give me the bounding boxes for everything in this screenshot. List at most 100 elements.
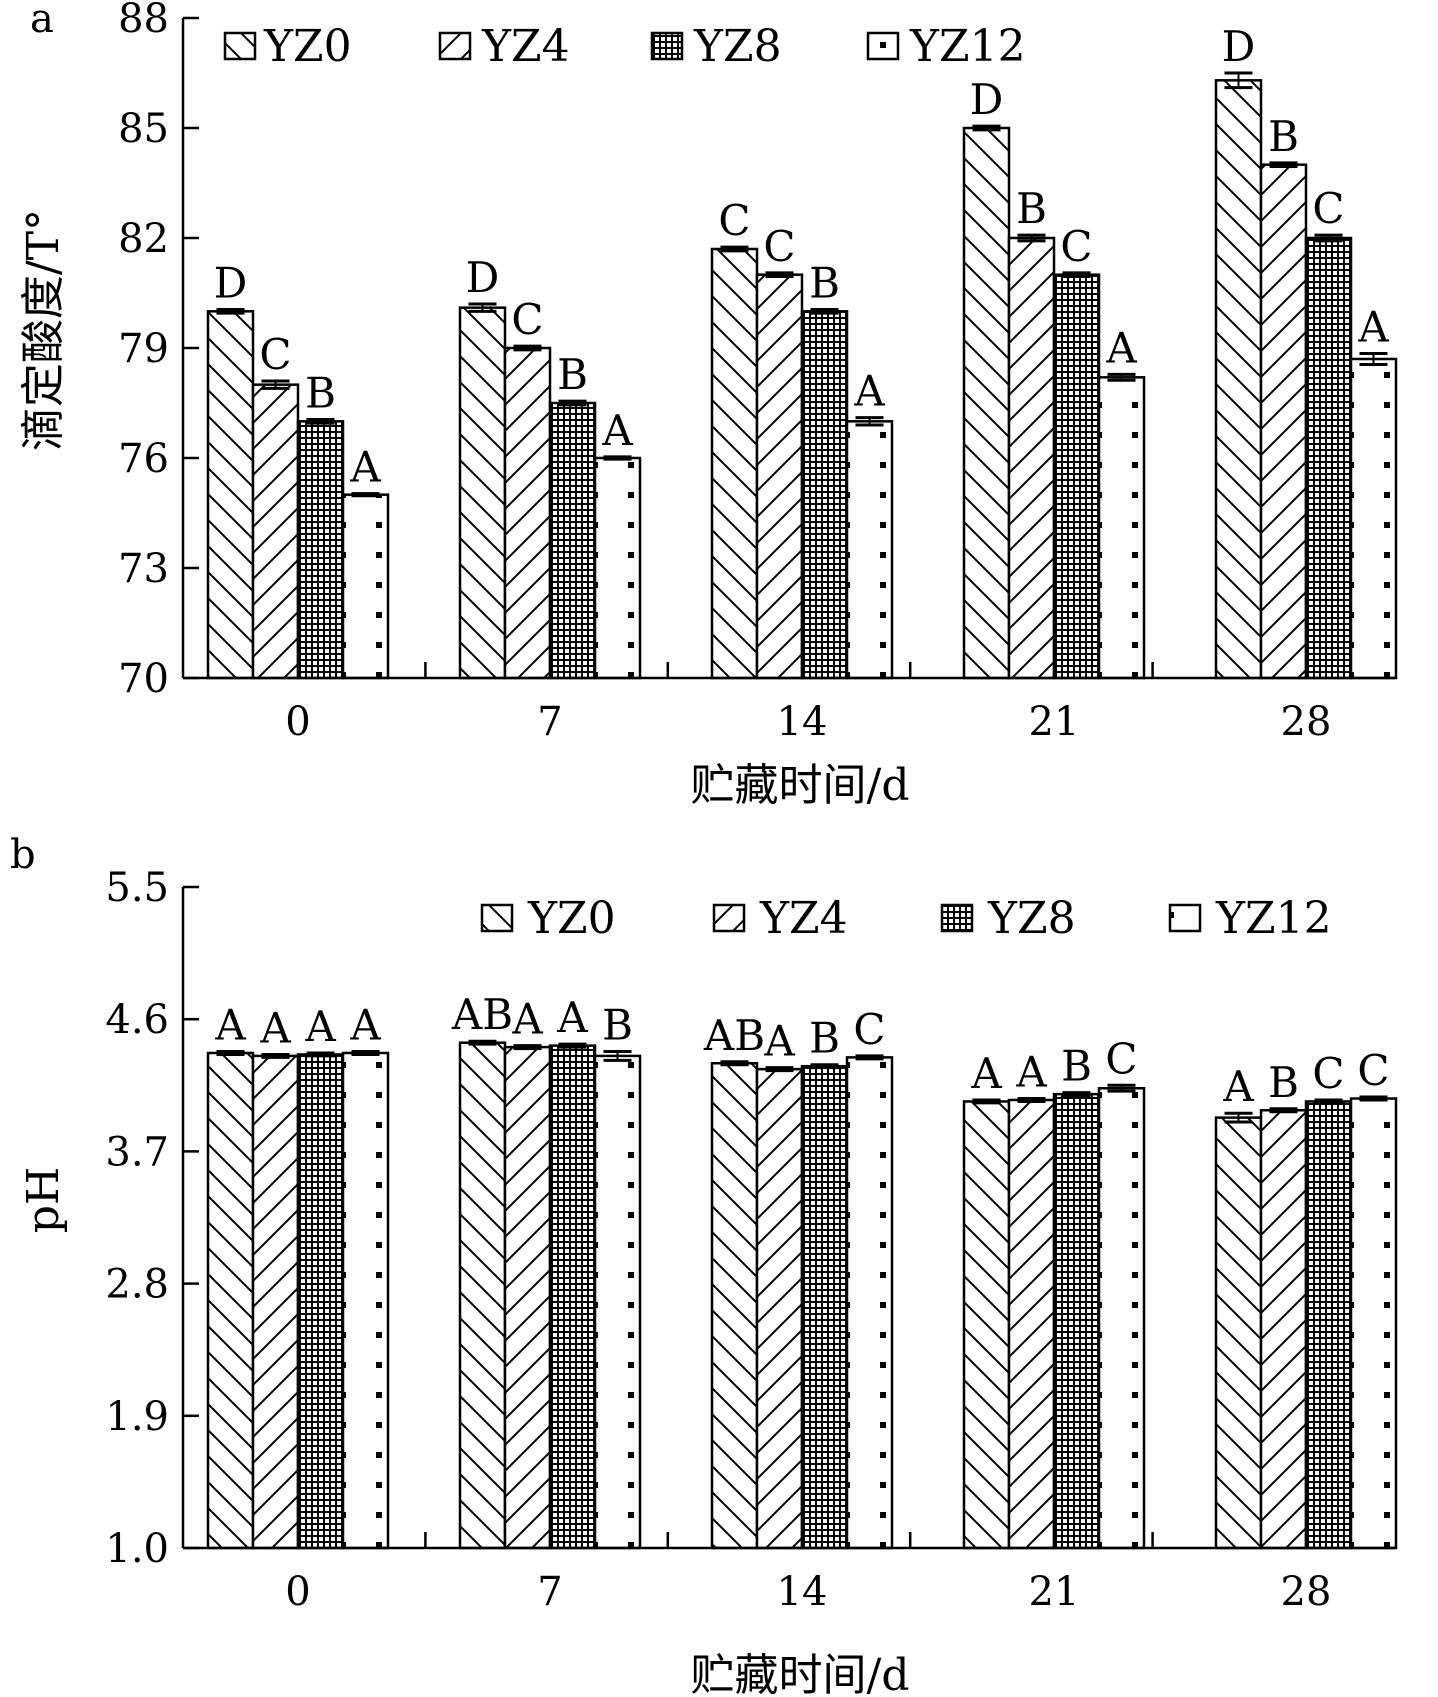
significance-label-YZ12-21: C — [1105, 1034, 1137, 1083]
significance-label-YZ12-7: B — [602, 1001, 633, 1050]
bar-YZ12-0 — [341, 493, 390, 680]
bar-YZ12-28 — [1349, 1097, 1398, 1550]
bar-YZ12-21 — [1097, 376, 1146, 680]
y-axis-title-a: 滴定酸度/T° — [18, 209, 69, 451]
bar-YZ4-7 — [503, 1045, 552, 1550]
legend-label-YZ12: YZ12 — [1215, 893, 1332, 944]
y-tick-label: 88 — [118, 0, 169, 42]
significance-label-YZ12-14: A — [853, 367, 885, 416]
panel-letter-b: b — [10, 832, 36, 878]
legend-swatch-YZ12 — [1168, 903, 1202, 933]
bar-YZ12-7 — [593, 1054, 642, 1550]
significance-label-YZ4-7: C — [511, 295, 543, 344]
bar-YZ0-28 — [1214, 79, 1263, 680]
x-tick-label: 14 — [777, 699, 828, 745]
significance-label-YZ0-14: C — [718, 196, 750, 245]
bar-YZ8-21 — [1052, 273, 1101, 680]
significance-label-YZ4-14: A — [763, 1017, 795, 1066]
significance-label-YZ4-28: B — [1268, 1058, 1299, 1107]
bar-YZ4-14 — [755, 1067, 804, 1550]
x-tick-label: 28 — [1281, 1569, 1332, 1615]
x-tick-label: 14 — [777, 1569, 828, 1615]
bar-YZ8-14 — [800, 1064, 849, 1550]
bar-YZ0-14 — [710, 247, 759, 680]
significance-label-YZ8-14: B — [809, 259, 840, 308]
bar-YZ4-14 — [755, 273, 804, 680]
panel-b: b pH A AB ABA AA A AA BA A BB CA B CC C1.01.92.83.74… — [10, 832, 1398, 1697]
y-tick-label: 1.9 — [105, 1394, 169, 1440]
bar-YZ12-0 — [341, 1051, 390, 1550]
legend-swatch-YZ8 — [940, 903, 974, 933]
significance-label-YZ12-0: A — [349, 1001, 381, 1050]
y-tick-label: 79 — [118, 326, 169, 372]
x-axis-title-a: 贮藏时间/d — [691, 760, 910, 811]
bar-YZ0-28 — [1214, 1116, 1263, 1550]
legend-swatch-YZ0 — [480, 903, 514, 933]
significance-label-YZ8-7: A — [556, 993, 588, 1042]
bar-YZ4-0 — [251, 383, 300, 680]
significance-label-YZ0-7: D — [466, 253, 500, 302]
bar-YZ8-0 — [296, 1053, 345, 1550]
x-tick-label: 0 — [285, 699, 310, 745]
significance-label-YZ12-7: A — [601, 406, 633, 455]
legend-label-YZ0: YZ0 — [263, 21, 352, 72]
bar-YZ4-0 — [251, 1054, 300, 1550]
bar-YZ8-7 — [548, 401, 597, 680]
x-tick-label: 28 — [1281, 699, 1332, 745]
bar-YZ8-0 — [296, 420, 345, 680]
y-axis-title-text-a: 滴定酸度/T° — [18, 209, 69, 451]
bar-YZ4-28 — [1259, 163, 1308, 680]
bar-YZ4-28 — [1259, 1109, 1308, 1550]
bar-YZ0-21 — [962, 126, 1011, 680]
bar-YZ0-21 — [962, 1100, 1011, 1550]
significance-label-YZ0-21: A — [970, 1049, 1002, 1098]
y-tick-label: 5.5 — [105, 865, 169, 911]
y-tick-label: 85 — [118, 106, 169, 152]
legend-swatch-YZ8 — [650, 31, 684, 61]
plot-area-b: A AB ABA AA A AA BA A BB CA B CC C1.01.92.83.74.65.5… — [105, 865, 1398, 1615]
x-tick-label: 7 — [537, 1569, 562, 1615]
y-tick-label: 70 — [118, 656, 169, 702]
y-tick-label: 76 — [118, 436, 169, 482]
legend-swatch-YZ4 — [438, 31, 472, 61]
legend-label-YZ0: YZ0 — [527, 893, 616, 944]
significance-label-YZ8-28: C — [1312, 184, 1344, 233]
legend-label-YZ8: YZ8 — [987, 893, 1076, 944]
bar-YZ12-14 — [845, 1056, 894, 1550]
bar-YZ8-7 — [548, 1044, 597, 1550]
significance-label-YZ4-0: A — [259, 1003, 291, 1052]
y-tick-label: 73 — [118, 546, 169, 592]
significance-label-YZ12-21: A — [1105, 323, 1137, 372]
significance-label-YZ8-0: A — [304, 1002, 336, 1051]
legend-swatch-YZ4 — [712, 903, 746, 933]
bar-YZ4-7 — [503, 346, 552, 680]
significance-label-YZ0-7: AB — [451, 990, 513, 1039]
significance-label-YZ4-21: B — [1016, 184, 1047, 233]
bar-YZ12-7 — [593, 456, 642, 680]
x-tick-label: 21 — [1029, 699, 1080, 745]
significance-label-YZ0-21: D — [970, 75, 1004, 124]
y-tick-label: 1.0 — [105, 1526, 169, 1572]
bar-YZ0-7 — [458, 1041, 507, 1550]
significance-label-YZ12-14: C — [853, 1005, 885, 1054]
legend-swatch-YZ12 — [866, 31, 900, 61]
significance-label-YZ4-7: A — [511, 995, 543, 1044]
significance-label-YZ8-0: B — [305, 369, 336, 418]
significance-label-YZ0-14: AB — [703, 1011, 765, 1060]
significance-label-YZ8-14: B — [809, 1014, 840, 1063]
significance-label-YZ12-28: A — [1357, 303, 1389, 352]
y-tick-label: 2.8 — [105, 1262, 169, 1308]
x-tick-label: 7 — [537, 699, 562, 745]
significance-label-YZ8-28: C — [1312, 1049, 1344, 1098]
x-tick-label: 21 — [1029, 1569, 1080, 1615]
significance-label-YZ4-21: A — [1015, 1048, 1047, 1097]
significance-label-YZ4-14: C — [763, 222, 795, 271]
significance-label-YZ0-28: A — [1222, 1062, 1254, 1111]
bar-YZ0-0 — [206, 1051, 255, 1550]
significance-label-YZ0-28: D — [1222, 22, 1256, 71]
y-axis-title-text-b: pH — [18, 1167, 69, 1234]
y-axis-title-b: pH — [18, 1167, 69, 1234]
legend-label-YZ4: YZ4 — [481, 21, 570, 72]
bar-YZ0-7 — [458, 306, 507, 680]
